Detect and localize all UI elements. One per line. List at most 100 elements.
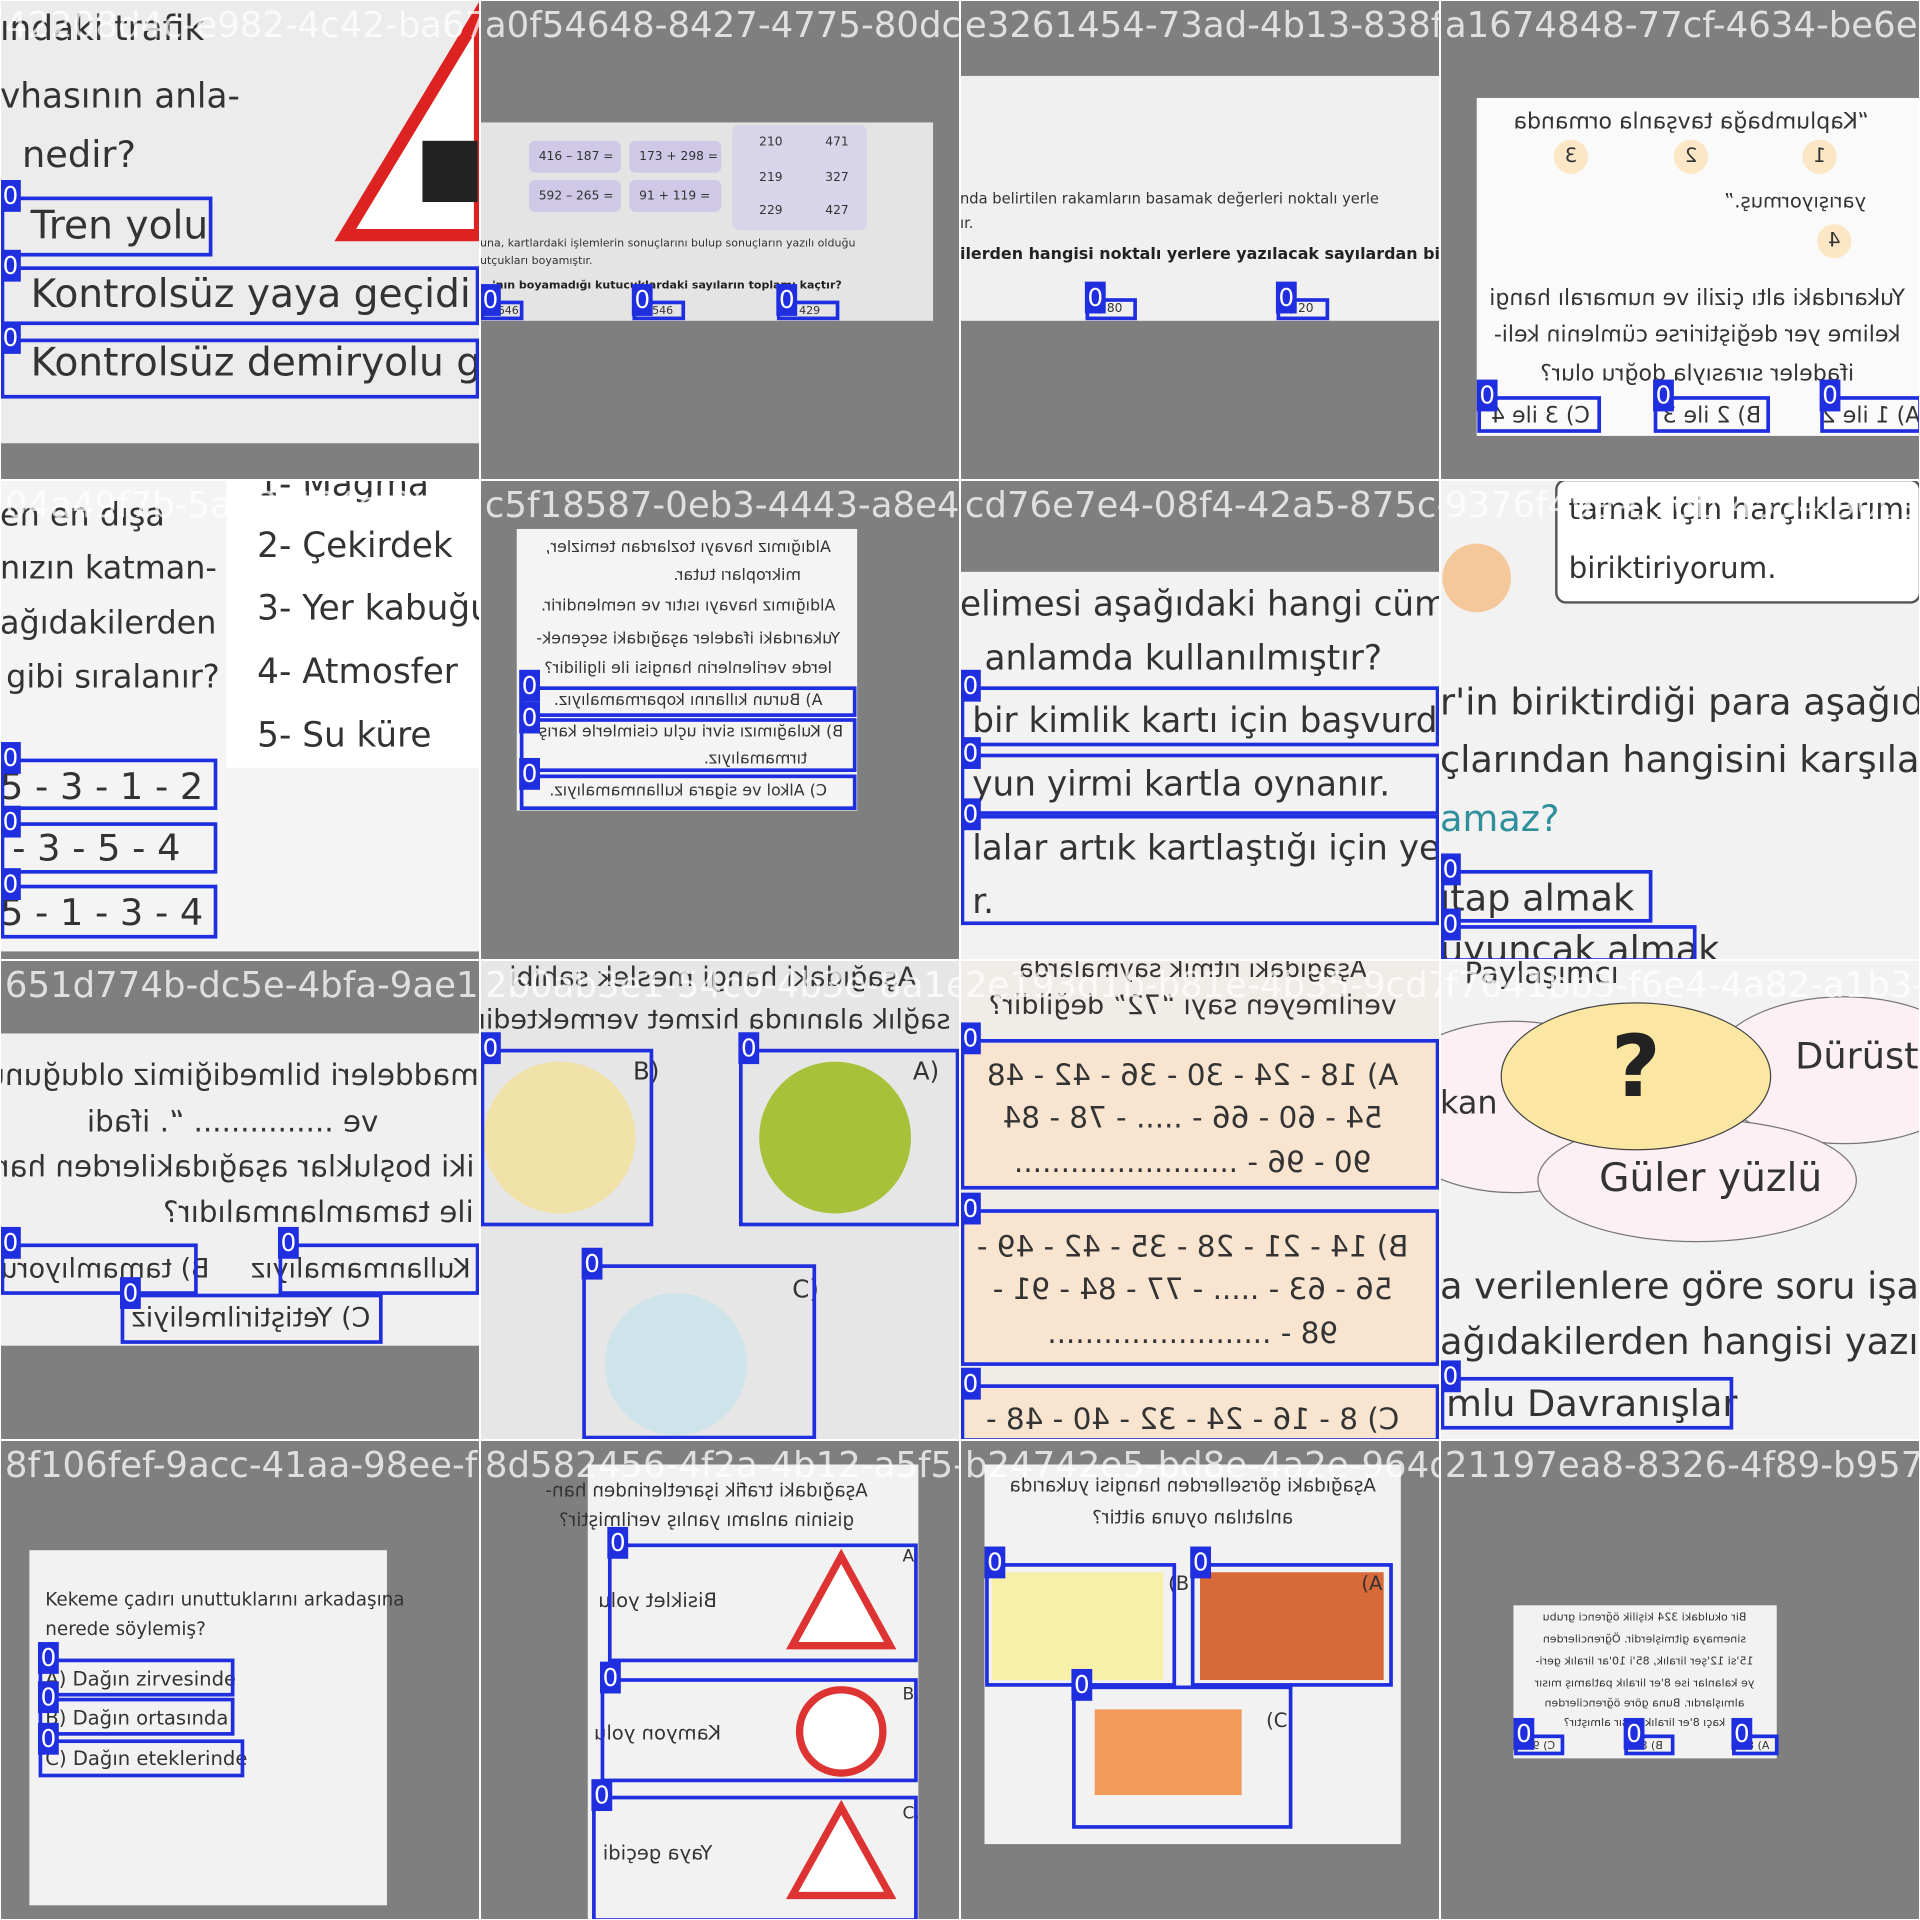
content-text: 4 <box>1828 229 1840 252</box>
tile-filename: 651d774b-dc5e-4bfa-9ae1-2 <box>5 965 514 1006</box>
box-label-bg <box>591 1779 613 1812</box>
bounding-box <box>0 338 480 399</box>
illustration <box>732 124 867 231</box>
content-text: C) 3 ile 4 <box>1491 403 1590 428</box>
illustration <box>422 140 478 203</box>
content-text: gibi sıralanır? <box>6 657 220 695</box>
content-text: a verilenlere göre soru işareti <box>1440 1265 1920 1308</box>
bounding-box <box>1190 1563 1393 1687</box>
box-label: 0 <box>741 1033 757 1062</box>
bounding-box <box>120 1293 383 1344</box>
bounding-box <box>278 1243 480 1295</box>
box-label-bg <box>37 1681 59 1714</box>
content-text: 1- Mağma <box>257 465 429 505</box>
box-label: 0 <box>1479 381 1495 410</box>
tile: “Kaplumbağa tavşanla ormanda 1 2 3 yarışıyor… <box>1440 0 1920 480</box>
box-label-bg <box>277 1226 299 1259</box>
content-text: ve ............... “. ifadi <box>87 1104 378 1138</box>
content-text: Güler yüzlü <box>1599 1156 1822 1201</box>
box-label-bg <box>1731 1717 1753 1750</box>
bounding-box <box>960 1384 1440 1441</box>
content-text: B) <box>633 1057 659 1086</box>
bounding-box <box>1072 1685 1293 1829</box>
content-text: 427 <box>825 203 848 217</box>
content-text: Yaya geçidi <box>603 1841 714 1864</box>
tile-filename: 2e193d1b-b81e-4b35-9cd7-bf <box>965 965 1500 1006</box>
box-label-bg <box>960 1022 981 1055</box>
content-text: 4- Atmosfer <box>257 652 459 692</box>
tile: Bir okuldaki 324 kişilik öğrenci grubu si… <box>1440 1440 1920 1920</box>
illustration <box>786 1799 897 1900</box>
box-label-bg <box>37 1642 59 1674</box>
content-text: Aldığımız havayı ısıtır ve nemlendirir. <box>541 596 835 615</box>
box-label: 0 <box>963 738 979 767</box>
illustration <box>629 180 722 212</box>
content-text: B) tamamlıyoruz <box>0 1253 210 1284</box>
content-text: 3- Yer kabuğu <box>257 588 492 628</box>
bounding-box <box>960 753 1440 815</box>
box-label: 0 <box>584 1249 600 1278</box>
bounding-box <box>0 1243 198 1295</box>
box-label: 0 <box>1074 1670 1090 1699</box>
content-text: ağıdakilerden <box>0 603 216 641</box>
box-label: 0 <box>603 1663 619 1692</box>
box-label: 0 <box>3 181 19 210</box>
content-text: Yukarıdaki ifadeler aşağıdaki seçenek- <box>536 629 841 648</box>
content-text: lerde verilenlerin hangisi ile ilgilidir… <box>544 658 832 677</box>
tile-filename: c5f18587-0eb3-4443-a8e4-6 <box>485 485 995 526</box>
background <box>960 1213 1440 1363</box>
content-text: C) Yetiştirilmeliyiz <box>132 1302 371 1333</box>
content-text: verilmeyen sayı “72” değildir? <box>989 990 1397 1021</box>
content-text: 56 - 63 - ..... - 77 - 84 - 91 - <box>993 1272 1393 1306</box>
tile: Aşağıdaki ritmik saymalarda verilmeyen sa… <box>960 960 1500 1441</box>
content-text: (B <box>1168 1572 1189 1595</box>
tile: Aşağıdaki görsellerden hangisi yukarıda a… <box>960 1440 1440 1920</box>
box-label-bg <box>0 180 21 212</box>
content-text: A) Dağın zirvesinde <box>45 1668 236 1691</box>
content-text: A) <box>913 1057 939 1086</box>
content-text: ile tamamlanmalıdır? <box>163 1195 474 1229</box>
content-text: ilerden hangisi noktalı yerlere yazılaca… <box>960 244 1492 263</box>
box-label: 0 <box>594 1780 610 1809</box>
illustration <box>1553 139 1589 174</box>
illustration <box>1442 543 1512 613</box>
content-text: 2- Çekirdek <box>257 526 453 566</box>
bounding-box <box>600 1678 918 1783</box>
content-text: 471 <box>825 135 848 149</box>
box-label-bg <box>1071 1668 1093 1701</box>
content-text: Dürüst <box>1795 1034 1918 1077</box>
box-label-bg <box>1440 853 1461 886</box>
box-label-bg <box>519 757 540 790</box>
tile: maddeleri bilmediğimiz olduğunu ve ......… <box>0 960 514 1440</box>
box-label-bg <box>776 284 798 316</box>
box-label-bg <box>960 1192 981 1225</box>
illustration <box>528 140 621 173</box>
tile-filename: 21197ea8-8326-4f89-b957-7 <box>1445 1445 1920 1486</box>
box-label: 0 <box>483 1033 499 1062</box>
illustration <box>629 140 722 173</box>
content-text: tırmamalıyız. <box>704 749 807 768</box>
content-text: ır. <box>960 215 973 232</box>
box-label-bg <box>960 1367 981 1400</box>
content-text: Tren yolu <box>30 203 209 248</box>
content-text: anlamda kullanılmıştır? <box>984 639 1382 679</box>
content-text: 592 – 265 = <box>539 188 614 202</box>
box-label: 0 <box>1626 1719 1642 1748</box>
content-text: Yukarıdaki altı çizili ve numaralı hangi <box>1489 286 1906 311</box>
bounding-box <box>592 1795 918 1920</box>
tile-filename: 2b0ab3e1-54c0-4b3e-8a1e-2 <box>485 965 1003 1006</box>
box-label-bg <box>37 1722 59 1755</box>
illustration <box>1200 1572 1384 1680</box>
background <box>960 571 1440 960</box>
illustration <box>1802 139 1837 174</box>
content-text: Kontrolsüz yaya geçidi <box>31 272 471 317</box>
content-text: Bir okuldaki 324 kişilik öğrenci grubu <box>1543 1611 1747 1624</box>
box-label-bg <box>960 669 981 702</box>
box-label: 0 <box>483 285 499 314</box>
box-label: 0 <box>1443 910 1459 939</box>
box-label-bg <box>0 322 21 354</box>
content-text: 1 <box>1813 144 1825 167</box>
tile-border <box>1439 1439 1920 1920</box>
tile-filename: 9376f49a-b76b-4554-90c9- <box>1445 485 1920 526</box>
box-label-bg <box>1084 281 1106 314</box>
